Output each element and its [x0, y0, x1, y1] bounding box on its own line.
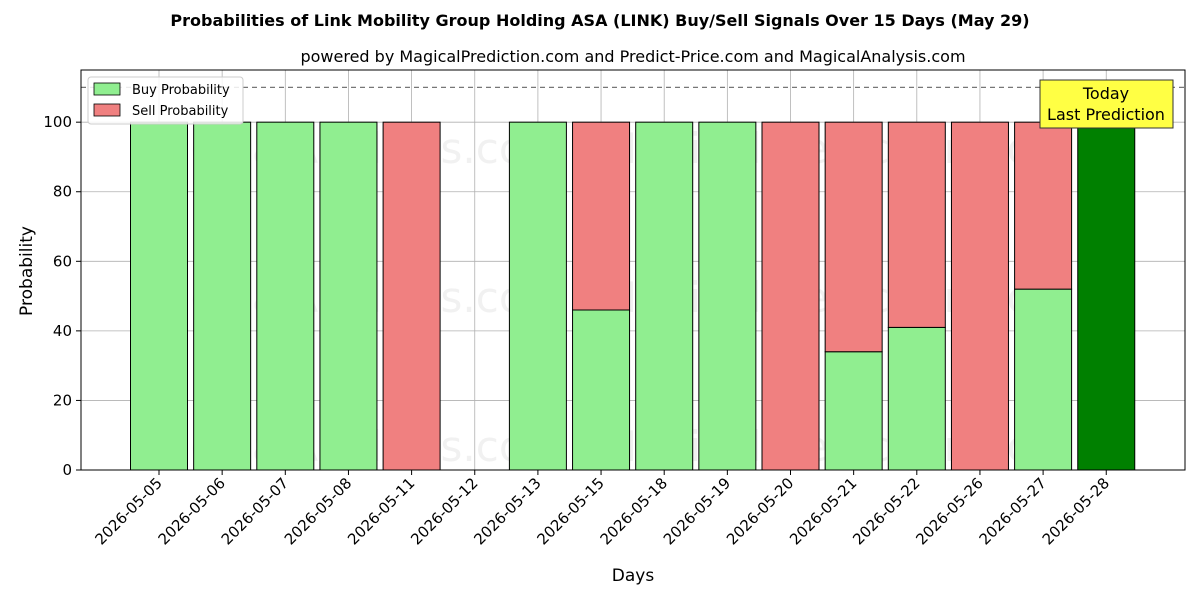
bar-sell: [887, 121, 946, 328]
bar-sell: [950, 121, 1009, 471]
bar-buy: [130, 121, 188, 471]
bar-buy-highlight: [1077, 121, 1136, 471]
y-tick-label: 60: [53, 252, 72, 270]
x-tick-label: 2026-05-27: [976, 474, 1050, 548]
bar-sell: [761, 121, 820, 471]
x-tick-label: 2026-05-06: [155, 474, 229, 548]
x-tick-label: 2026-05-26: [912, 474, 986, 548]
x-axis-label: Days: [612, 566, 655, 586]
x-tick-label: 2026-05-22: [849, 474, 923, 548]
bar-buy: [193, 121, 252, 471]
bar-buy: [256, 121, 315, 471]
annotation-line-today: Today: [1082, 84, 1129, 103]
bar-buy: [824, 351, 883, 471]
legend-swatch-sell: [93, 103, 121, 117]
legend-label-buy: Buy Probability: [132, 83, 230, 98]
x-tick-label: 2026-05-12: [407, 474, 481, 548]
bar-sell: [1014, 121, 1073, 290]
legend: Buy Probability Sell Probability: [87, 76, 244, 125]
bar-sell: [382, 121, 441, 471]
x-tick-label: 2026-05-11: [344, 474, 418, 548]
bar-buy: [1014, 288, 1073, 471]
x-tick-label: 2026-05-05: [91, 474, 165, 548]
y-tick-label: 20: [53, 391, 72, 409]
y-axis-label: Probability: [17, 226, 37, 316]
bar-buy: [508, 121, 567, 471]
annotation-box: [1039, 79, 1174, 129]
bar-buy: [319, 121, 378, 471]
legend-swatch-buy: [93, 82, 121, 96]
bar-sell: [572, 121, 631, 311]
x-tick-label: 2026-05-08: [281, 474, 355, 548]
x-tick-label: 2026-05-19: [660, 474, 734, 548]
x-tick-label: 2026-05-28: [1039, 474, 1113, 548]
x-tick-label: 2026-05-15: [533, 474, 607, 548]
plot-frame: [80, 69, 1186, 471]
bar-buy: [635, 121, 694, 471]
x-tick-label: 2026-05-13: [470, 474, 544, 548]
y-tick-label: 0: [62, 461, 72, 479]
bar-sell: [824, 121, 883, 353]
chart-subtitle: powered by MagicalPrediction.com and Pre…: [300, 47, 965, 66]
bar-buy: [887, 326, 946, 471]
bar-buy: [572, 309, 631, 471]
plot-area: MagicalAnalysis.comMagicalPrediction.com…: [43, 69, 1186, 548]
x-tick-label: 2026-05-21: [786, 474, 860, 548]
chart-title: Probabilities of Link Mobility Group Hol…: [170, 11, 1029, 30]
legend-box: [87, 76, 244, 125]
x-tick-label: 2026-05-18: [597, 474, 671, 548]
x-tick-label: 2026-05-20: [723, 474, 797, 548]
y-tick-label: 40: [53, 322, 72, 340]
y-tick-label: 80: [53, 183, 72, 201]
annotation-line-last-prediction: Last Prediction: [1047, 105, 1165, 124]
legend-label-sell: Sell Probability: [132, 104, 229, 119]
today-annotation: Today Last Prediction: [1039, 79, 1174, 129]
x-tick-label: 2026-05-07: [218, 474, 292, 548]
bar-buy: [698, 121, 757, 471]
y-tick-label: 100: [43, 113, 72, 131]
